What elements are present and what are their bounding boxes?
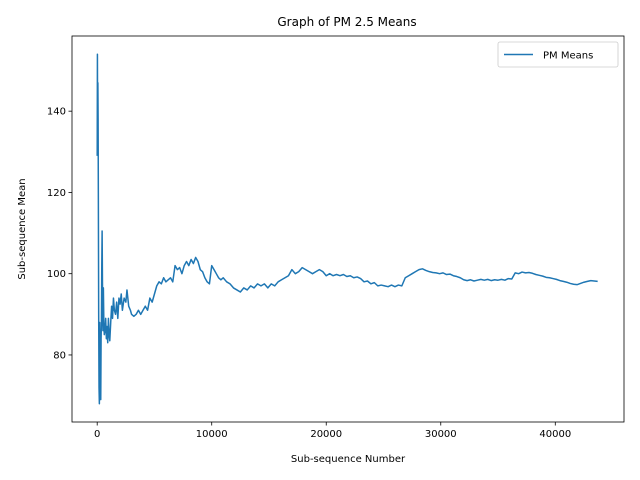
x-axis-label: Sub-sequence Number [291, 454, 406, 465]
y-tick-label: 100 [47, 269, 66, 280]
series-layer [96, 53, 598, 405]
legend: PM Means [497, 41, 619, 68]
legend-label-pm-means: PM Means [543, 51, 593, 62]
y-tick-label: 120 [47, 188, 66, 199]
x-tick-label: 20000 [310, 429, 342, 440]
x-tick-label: 30000 [425, 429, 457, 440]
y-axis-label: Sub-sequence Mean [17, 178, 28, 279]
legend-box [497, 41, 619, 68]
x-tick-label: 10000 [196, 429, 228, 440]
plot-area [72, 36, 624, 422]
y-tick-label: 140 [47, 107, 66, 118]
x-tick-label: 0 [94, 429, 100, 440]
x-tick-label: 40000 [539, 429, 571, 440]
chart-title: Graph of PM 2.5 Means [277, 15, 416, 29]
y-axis-ticks: 80 100 120 140 [47, 107, 72, 361]
series-line-pm-means [96, 53, 598, 405]
x-axis-ticks: 0 10000 20000 30000 40000 [94, 422, 571, 440]
y-tick-label: 80 [53, 350, 66, 361]
axes-frame [71, 35, 625, 423]
